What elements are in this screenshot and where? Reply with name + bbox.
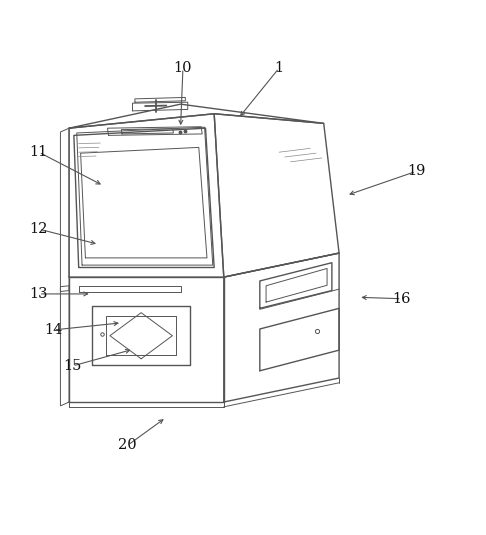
Polygon shape [92,306,190,364]
Polygon shape [122,128,174,134]
Polygon shape [81,147,207,258]
Polygon shape [260,308,339,371]
Polygon shape [60,286,69,292]
Text: 16: 16 [392,292,411,305]
Polygon shape [60,128,69,406]
Polygon shape [214,114,339,277]
Text: 11: 11 [30,145,48,159]
Text: 19: 19 [407,164,425,178]
Polygon shape [135,97,185,102]
Polygon shape [69,277,224,402]
Polygon shape [266,269,327,302]
Text: 10: 10 [174,61,192,75]
Polygon shape [133,102,188,111]
Text: 1: 1 [275,61,284,75]
Polygon shape [106,316,176,355]
Text: 15: 15 [63,359,82,373]
Polygon shape [69,114,224,277]
Polygon shape [110,312,173,359]
Text: 14: 14 [44,323,62,337]
Polygon shape [69,104,324,128]
Polygon shape [224,253,339,402]
Polygon shape [260,263,332,308]
Polygon shape [74,128,214,268]
Text: 12: 12 [30,222,48,236]
Polygon shape [79,286,180,293]
Text: 20: 20 [119,438,137,452]
Polygon shape [107,127,202,135]
Polygon shape [77,127,213,265]
Text: 13: 13 [30,287,48,301]
